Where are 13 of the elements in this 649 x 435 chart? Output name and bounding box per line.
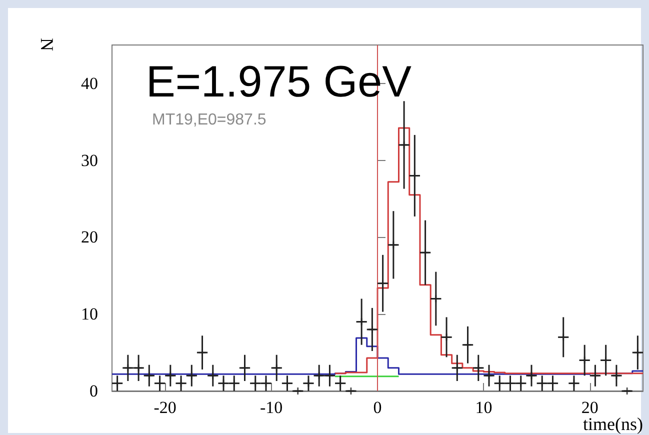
y-tick-label: 30 (81, 150, 98, 170)
y-tick-label: 40 (81, 74, 98, 93)
x-tick-label: -10 (260, 398, 283, 417)
y-tick-label: 20 (81, 228, 98, 247)
x-tick-label: 0 (373, 398, 382, 417)
x-tick-label: 20 (581, 398, 598, 417)
x-tick-label: 10 (475, 398, 492, 417)
x-axis-title: time(ns) (583, 414, 644, 434)
y-axis-title: N (37, 38, 57, 51)
y-tick-label: 10 (81, 304, 98, 324)
annotation: MT19,E0=987.5 (152, 112, 266, 128)
x-tick-label: -20 (154, 398, 176, 417)
y-tick-label: 0 (90, 382, 98, 400)
